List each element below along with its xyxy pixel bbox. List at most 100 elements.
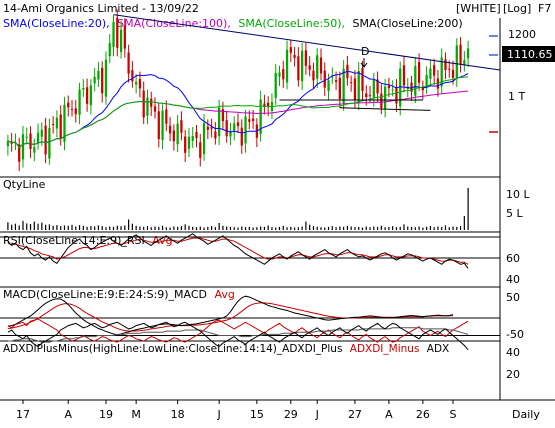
- support-line: [339, 107, 431, 111]
- volume-bar: [459, 225, 462, 230]
- candle-body: [342, 68, 345, 103]
- volume-bar: [67, 225, 69, 230]
- candle-body: [297, 56, 300, 81]
- volume-bar: [316, 226, 318, 230]
- candle-body: [417, 61, 421, 83]
- volume-bar: [384, 227, 386, 230]
- candle-body: [380, 93, 383, 108]
- volume-bar: [252, 227, 254, 230]
- candle-body: [448, 68, 451, 70]
- candle-body: [267, 102, 270, 107]
- volume-bar: [173, 226, 175, 230]
- date-label: M: [131, 408, 141, 421]
- candle-body: [240, 127, 243, 146]
- macd-axis-label: 50: [506, 291, 520, 304]
- period-label: Daily: [512, 408, 540, 421]
- volume-bar: [444, 225, 447, 230]
- volume-bar: [128, 219, 130, 230]
- volume-bar: [86, 226, 88, 230]
- volume-bar: [120, 226, 122, 230]
- rsi-axis-label: 60: [506, 252, 520, 265]
- volume-bar: [320, 227, 322, 230]
- volume-panel-title: QtyLine: [3, 178, 46, 191]
- volume-bar: [203, 227, 205, 230]
- candle-body: [48, 127, 51, 159]
- candle-body: [338, 77, 341, 99]
- candle-body: [236, 122, 240, 127]
- volume-bar: [97, 225, 100, 230]
- candle-body: [74, 108, 77, 115]
- volume-bar: [210, 226, 213, 230]
- volume-bar: [161, 225, 164, 230]
- candle-body: [6, 140, 10, 147]
- candle-body: [327, 80, 330, 91]
- mode-label: [WHITE]: [456, 2, 501, 15]
- candle-body: [33, 146, 36, 153]
- volume-bar: [195, 227, 198, 230]
- candle-body: [444, 59, 447, 70]
- candle-body: [25, 136, 28, 138]
- volume-bar: [327, 226, 330, 230]
- candle-body: [455, 45, 458, 78]
- volume-bar: [48, 224, 50, 230]
- candle-body: [425, 74, 428, 87]
- volume-bar: [271, 227, 273, 230]
- adx-di-plus-title: ADXDIPlusMinus(HighLine:LowLine:CloseLin…: [3, 343, 342, 355]
- volume-bar: [45, 224, 47, 230]
- volume-bar: [278, 226, 281, 230]
- candle-body: [112, 21, 115, 48]
- candle-body: [202, 123, 206, 155]
- volume-bar: [346, 225, 348, 230]
- candle-body: [233, 123, 236, 132]
- key-label: F7: [538, 2, 551, 15]
- legend-sma20: SMA(CloseLine:20),: [3, 17, 110, 30]
- volume-bar: [29, 224, 32, 230]
- volume-bar: [433, 227, 435, 230]
- candle-body: [259, 99, 262, 134]
- volume-bar: [426, 226, 428, 230]
- volume-bar: [143, 226, 145, 230]
- candle-body: [410, 82, 413, 92]
- date-label: A: [64, 408, 72, 421]
- scale-label: [Log]: [503, 2, 531, 15]
- candle-body: [285, 49, 289, 83]
- volume-bar: [380, 225, 382, 230]
- volume-bar: [241, 226, 243, 230]
- macd-legend: MACD(CloseLine:E:9:E:24:S:9)_MACD Avg: [3, 288, 235, 301]
- date-label: 19: [99, 408, 113, 421]
- volume-bar: [56, 225, 58, 230]
- candle-body: [199, 142, 202, 158]
- candle-body: [293, 54, 296, 58]
- volume-bar: [305, 221, 307, 230]
- price-panel: [6, 9, 501, 172]
- sma-line: [7, 76, 469, 148]
- candle-body: [101, 67, 104, 94]
- candle-body: [36, 132, 40, 143]
- candle-body: [466, 48, 470, 59]
- volume-bar: [422, 227, 424, 230]
- candle-body: [308, 65, 311, 70]
- volume-bar: [135, 225, 137, 230]
- candle-body: [214, 131, 217, 139]
- candle-body: [18, 144, 21, 162]
- candle-body: [365, 93, 368, 98]
- candle-body: [300, 50, 304, 82]
- candle-body: [399, 68, 402, 107]
- volume-bar: [184, 224, 186, 230]
- candle-body: [165, 109, 168, 124]
- candle-body: [263, 103, 266, 107]
- rsi-signal-line: [7, 237, 469, 265]
- candle-body: [421, 86, 424, 91]
- volume-bar: [361, 227, 364, 230]
- trend-line: [113, 14, 501, 71]
- candle-body: [70, 109, 74, 111]
- volume-bar: [154, 226, 156, 230]
- candle-body: [55, 117, 59, 129]
- volume-bar: [18, 225, 20, 230]
- volume-bar: [248, 226, 250, 230]
- macd-axis-label: -50: [506, 328, 524, 341]
- volume-bar: [22, 220, 24, 230]
- volume-bar: [324, 227, 326, 230]
- volume-bar: [101, 226, 103, 230]
- candle-body: [463, 60, 466, 66]
